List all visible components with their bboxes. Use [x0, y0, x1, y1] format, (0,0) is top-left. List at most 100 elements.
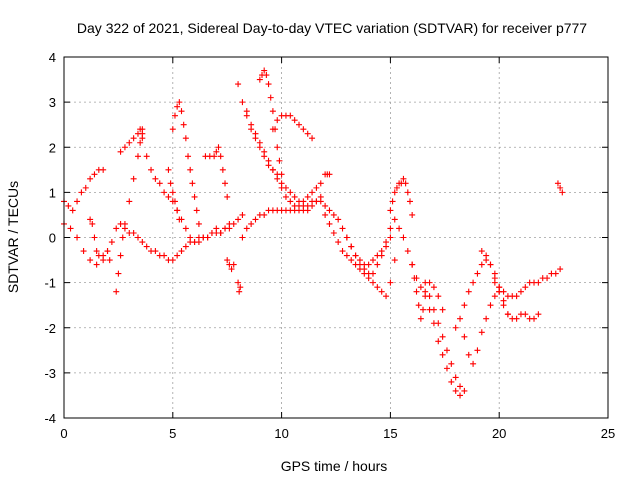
data-point: [171, 112, 178, 119]
data-point: [374, 261, 381, 268]
data-point: [117, 220, 124, 227]
y-tick-label: 1: [49, 185, 56, 200]
data-point: [185, 153, 192, 160]
data-point: [276, 157, 283, 164]
y-tick-label: -1: [44, 276, 56, 291]
data-point: [369, 279, 376, 286]
data-point: [439, 333, 446, 340]
data-point: [317, 180, 324, 187]
data-point: [513, 293, 520, 300]
data-point: [243, 225, 250, 232]
data-point: [517, 288, 524, 295]
data-point: [87, 175, 94, 182]
data-point: [117, 148, 124, 155]
data-point: [165, 166, 172, 173]
data-point: [404, 248, 411, 255]
data-point: [174, 103, 181, 110]
data-point: [309, 189, 316, 196]
data-point: [169, 189, 176, 196]
data-point: [261, 67, 268, 74]
data-point: [217, 229, 224, 236]
data-point: [274, 117, 281, 124]
data-point: [402, 180, 409, 187]
data-point: [182, 225, 189, 232]
x-tick-label: 10: [274, 426, 288, 441]
data-point: [269, 126, 276, 133]
data-point: [180, 121, 187, 128]
data-point: [535, 279, 542, 286]
x-axis-label: GPS time / hours: [281, 458, 388, 474]
data-point: [269, 166, 276, 173]
data-point: [396, 225, 403, 232]
data-point: [222, 180, 229, 187]
data-point: [535, 311, 542, 318]
data-point: [104, 248, 111, 255]
data-point: [461, 387, 468, 394]
data-point: [106, 257, 113, 264]
data-point: [478, 261, 485, 268]
data-point: [78, 189, 85, 196]
data-point: [269, 108, 276, 115]
data-point: [413, 288, 420, 295]
data-point: [139, 126, 146, 133]
data-point: [411, 275, 418, 282]
data-point: [339, 248, 346, 255]
data-point: [215, 144, 222, 151]
data-point: [361, 270, 368, 277]
data-point: [217, 153, 224, 160]
data-point: [230, 220, 237, 227]
data-point: [80, 248, 87, 255]
data-point: [391, 189, 398, 196]
data-point: [313, 184, 320, 191]
data-point: [169, 257, 176, 264]
data-point: [435, 338, 442, 345]
data-point: [335, 216, 342, 223]
data-point: [443, 347, 450, 354]
grid-layer: [64, 57, 608, 418]
data-point: [113, 225, 120, 232]
data-point: [287, 112, 294, 119]
data-point: [387, 279, 394, 286]
y-axis-label: SDTVAR / TECUs: [5, 181, 21, 293]
data-point: [89, 220, 96, 227]
data-point: [169, 126, 176, 133]
data-point: [296, 207, 303, 214]
data-point: [274, 175, 281, 182]
data-point: [69, 207, 76, 214]
data-point: [219, 166, 226, 173]
data-point: [91, 171, 98, 178]
data-point: [274, 144, 281, 151]
data-point: [121, 144, 128, 151]
data-point: [391, 216, 398, 223]
data-point: [256, 76, 263, 83]
data-point: [93, 248, 100, 255]
data-point: [426, 293, 433, 300]
data-point: [178, 108, 185, 115]
data-point: [134, 130, 141, 137]
data-point: [435, 320, 442, 327]
data-point: [117, 252, 124, 259]
data-point: [267, 94, 274, 101]
data-point: [278, 171, 285, 178]
data-point: [461, 302, 468, 309]
data-point: [420, 306, 427, 313]
data-point: [448, 360, 455, 367]
data-point: [119, 234, 126, 241]
data-point: [487, 261, 494, 268]
data-point: [121, 225, 128, 232]
data-point: [326, 171, 333, 178]
data-point: [393, 184, 400, 191]
data-point: [409, 261, 416, 268]
data-point: [430, 284, 437, 291]
data-point: [461, 333, 468, 340]
data-point: [248, 121, 255, 128]
data-point: [182, 243, 189, 250]
data-point: [291, 193, 298, 200]
data-point: [378, 288, 385, 295]
data-point: [348, 257, 355, 264]
data-point: [139, 239, 146, 246]
data-point: [100, 166, 107, 173]
data-point: [139, 135, 146, 142]
data-point: [134, 153, 141, 160]
data-point: [213, 148, 220, 155]
